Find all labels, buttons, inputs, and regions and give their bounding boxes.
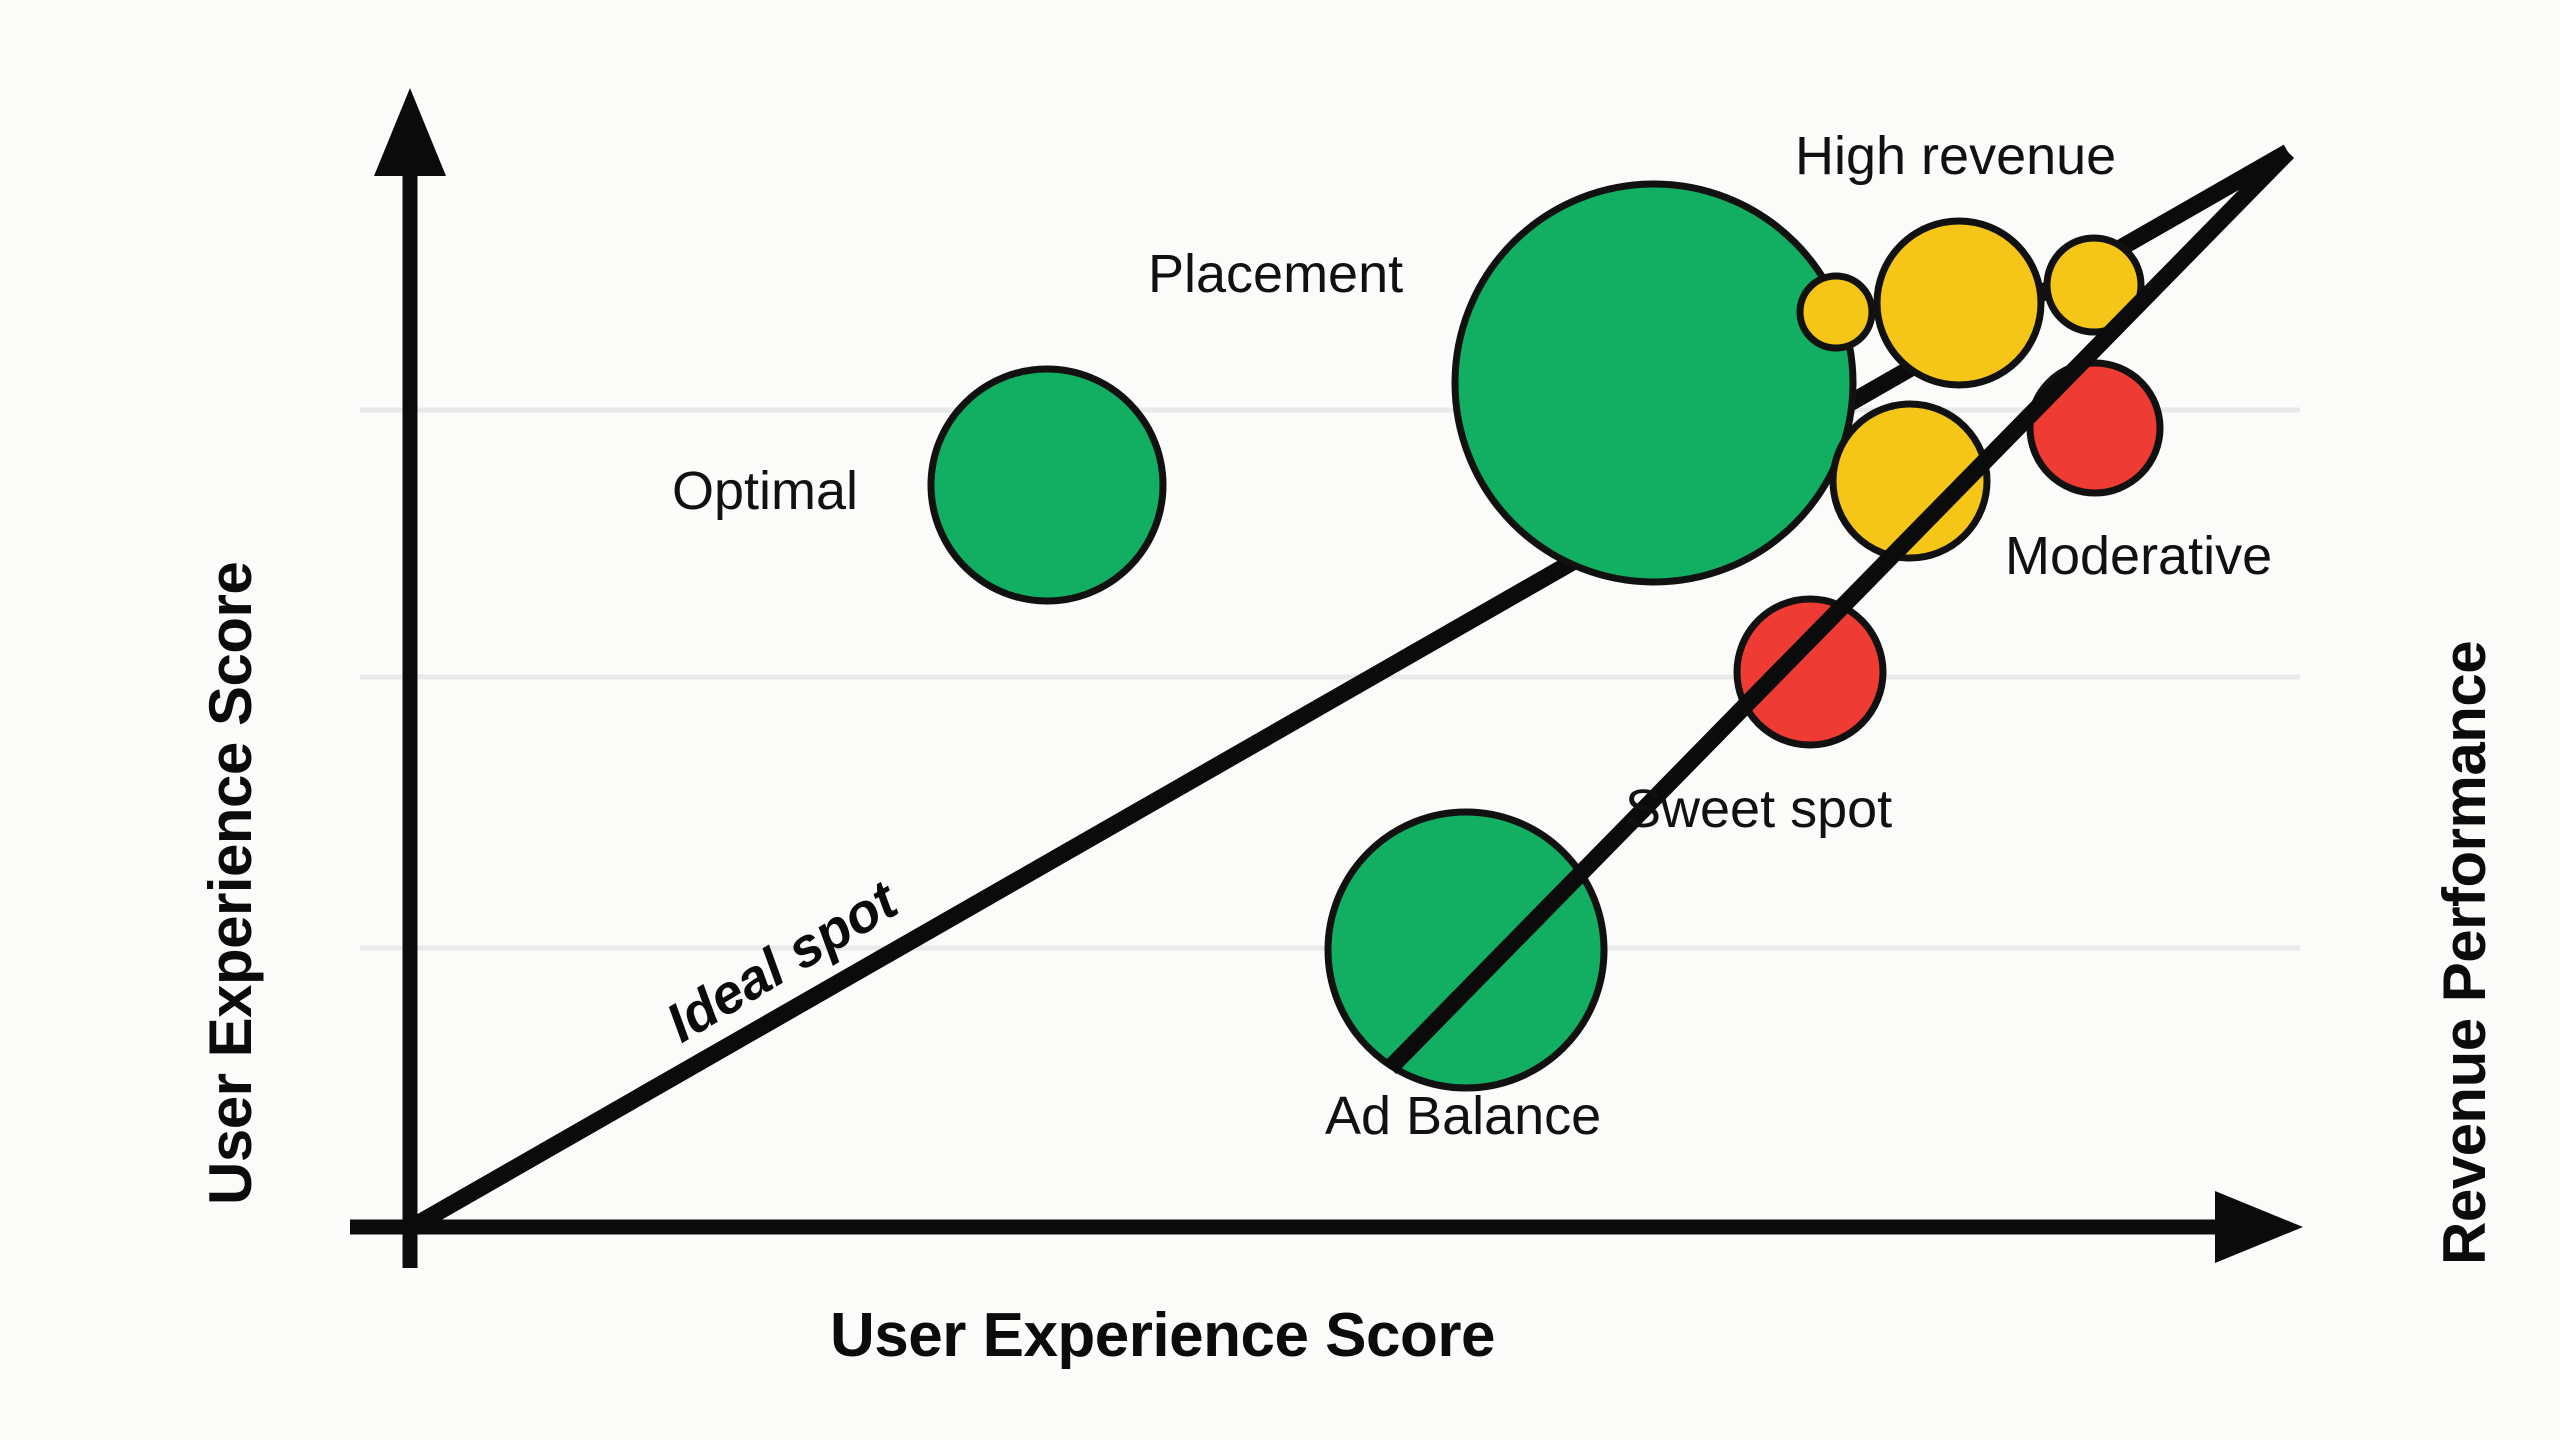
bubble-placement[interactable] bbox=[1451, 180, 1857, 586]
y-axis-title-right: Revenue Performance bbox=[2431, 640, 2498, 1265]
bubble-yellow-mid-lower[interactable] bbox=[1829, 400, 1991, 562]
bubble-moderative[interactable] bbox=[2026, 359, 2164, 497]
x-axis bbox=[350, 1191, 2303, 1263]
y-axis-title-left: User Experience Score bbox=[197, 561, 264, 1205]
label-ad-balance: Ad Balance bbox=[1325, 1086, 1602, 1146]
ideal-spot-trendline-overlay bbox=[1383, 146, 2295, 1074]
y-axis-arrowhead bbox=[374, 88, 446, 176]
label-sweet-spot: Sweet spot bbox=[1625, 779, 1893, 839]
label-optimal: Optimal bbox=[672, 461, 859, 521]
label-placement: Placement bbox=[1148, 244, 1404, 304]
label-high-revenue: High revenue bbox=[1795, 126, 2117, 186]
bubble-sweet-spot[interactable] bbox=[1733, 595, 1887, 749]
gridlines bbox=[360, 407, 2300, 951]
bubble-yellow-small-right[interactable] bbox=[2043, 234, 2145, 336]
x-axis-arrowhead bbox=[2215, 1191, 2303, 1263]
label-moderative: Moderative bbox=[2005, 526, 2273, 586]
x-axis-title: User Experience Score bbox=[830, 1301, 1496, 1370]
y-axis bbox=[374, 88, 446, 1268]
bubble-series bbox=[927, 180, 2164, 1092]
bubble-optimal[interactable] bbox=[927, 365, 1167, 605]
bubble-ad-balance[interactable] bbox=[1324, 808, 1608, 1092]
bubble-yellow-small-left[interactable] bbox=[1796, 272, 1876, 352]
bubble-high-revenue[interactable] bbox=[1873, 217, 2045, 389]
